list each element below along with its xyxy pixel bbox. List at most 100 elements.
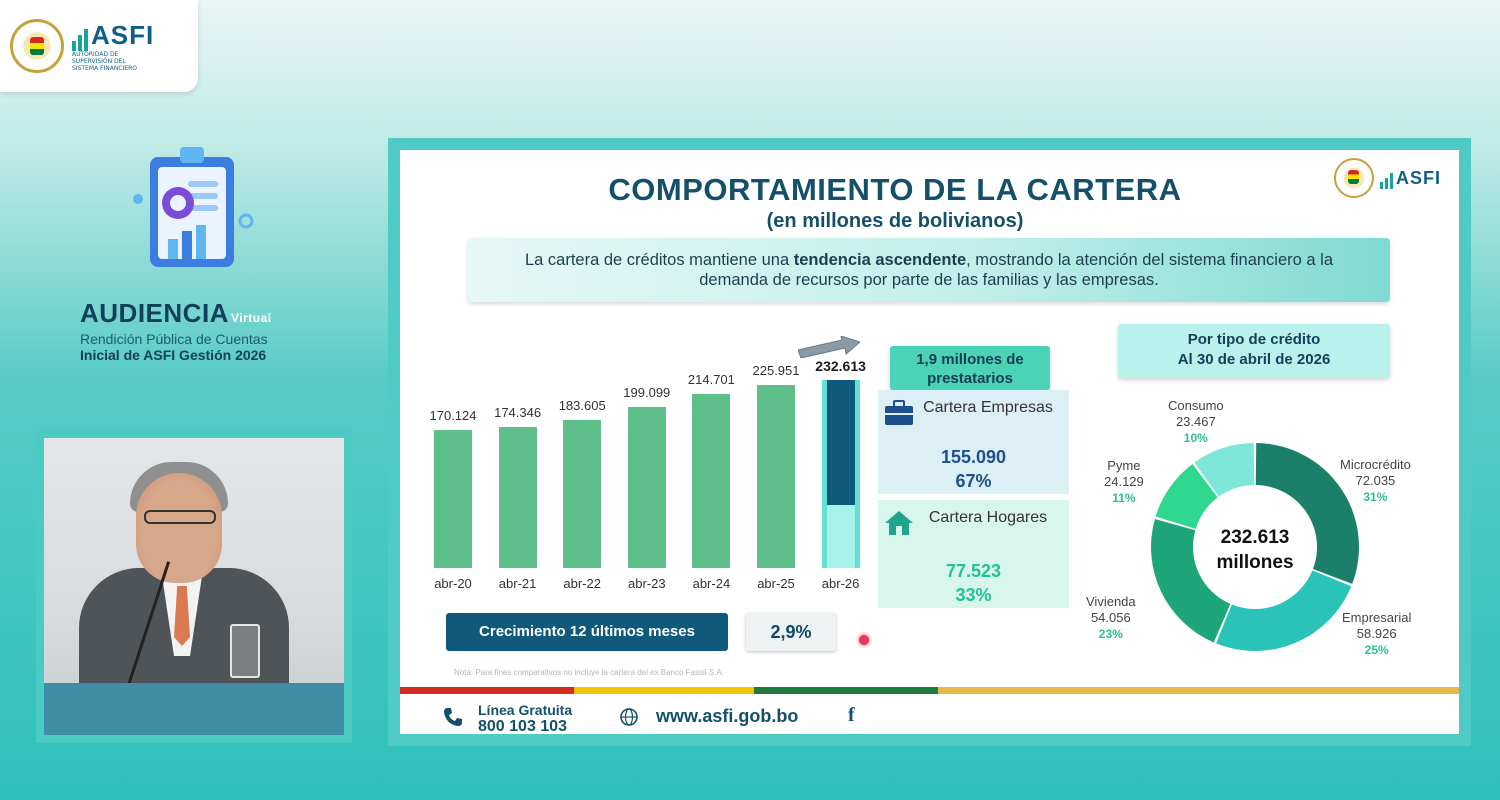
cartera-hogares-label: Cartera Hogares	[928, 509, 1048, 526]
bar-value-label: 225.951	[752, 363, 800, 379]
asfi-logo-card: ASFI AUTORIDAD DE SUPERVISIÓN DEL SISTEM…	[0, 0, 198, 92]
donut-label-name: Consumo	[1168, 398, 1224, 413]
donut-label-value: 24.129	[1104, 474, 1144, 489]
bar-value-label: 183.605	[558, 397, 606, 413]
donut-label-empresarial: Empresarial 58.926 25%	[1342, 610, 1411, 658]
cartera-empresas-value: 155.090	[940, 447, 1007, 467]
bar-abr-21	[498, 427, 537, 568]
bar-category-label: abr-25	[757, 576, 795, 591]
tipo-credito-donut: 232.613 millones	[1151, 443, 1359, 651]
banner-text-1: La cartera de créditos mantiene una	[524, 251, 794, 269]
cartera-empresas-label: Cartera Empresas	[923, 399, 1053, 416]
audiencia-line1: Rendición Pública de Cuentas	[80, 331, 268, 347]
house-icon	[885, 511, 913, 535]
clipboard-chart-icon	[133, 147, 254, 267]
donut-label-name: Microcrédito	[1340, 457, 1411, 472]
prestatarios-badge: 1,9 millones de prestatarios	[890, 346, 1050, 390]
bar-abr-25	[757, 385, 795, 568]
bolivia-seal-icon	[10, 19, 64, 73]
bar-value-label: 214.701	[687, 372, 735, 388]
slide: COMPORTAMIENTO DE LA CARTERA (en millone…	[400, 150, 1459, 734]
asfi-logo-text: ASFI	[91, 20, 155, 50]
donut-slice-vivienda	[1151, 518, 1231, 643]
water-glass	[230, 624, 260, 678]
cartera-hogares-value: 77.523	[945, 561, 1002, 581]
speaker-tie	[174, 586, 190, 646]
donut-label-value: 23.467	[1175, 414, 1216, 429]
donut-slice-consumo	[1194, 443, 1255, 497]
bar-value-label: 199.099	[623, 385, 671, 401]
audiencia-title-block: AUDIENCIA Virtual Rendición Pública de Cu…	[80, 298, 320, 363]
bar-abr-23	[627, 407, 666, 568]
speaker-head	[136, 473, 222, 583]
bar-value-label: 232.613	[815, 357, 866, 374]
bar-category-label: abr-20	[434, 576, 472, 591]
asfi-logo: ASFI AUTORIDAD DE SUPERVISIÓN DEL SISTEM…	[72, 20, 154, 72]
globe-icon	[620, 708, 638, 726]
cartera-empresas-box: Cartera Empresas 155.090 67%	[878, 390, 1069, 494]
growth-value: 2,9%	[746, 613, 836, 651]
donut-label-value: 72.035	[1355, 473, 1396, 488]
donut-label-value: 54.056	[1090, 610, 1131, 625]
desk	[44, 683, 344, 735]
donut-label-consumo: Consumo 23.467 10%	[1168, 398, 1224, 446]
donut-label-pct: 31%	[1363, 490, 1388, 504]
tipo-credito-line1: Por tipo de crédito	[1187, 331, 1321, 348]
speaker-video-feed	[44, 438, 344, 735]
banner-text-2: , mostrando la atención del sistema fina…	[699, 251, 1334, 289]
cartera-bar-chart: 170.124 abr-20 174.346 abr-21 183.605 abr-22 1…	[420, 328, 890, 598]
tipo-credito-header: Por tipo de crédito Al 30 de abril de 20…	[1118, 324, 1390, 378]
donut-label-name: Pyme	[1107, 458, 1141, 473]
footnote: Nota: Para fines comparativos no incluye…	[454, 668, 724, 677]
cartera-hogares-pct: 33%	[955, 585, 992, 605]
donut-label-name: Empresarial	[1342, 610, 1412, 625]
slide-footer: Línea Gratuita 800 103 103 www.asfi.gob.…	[400, 698, 1459, 734]
donut-slice-microcrédito	[1255, 443, 1359, 584]
audiencia-title: AUDIENCIA	[80, 298, 229, 328]
bar-abr-20	[434, 430, 472, 568]
bar-segment-empresas	[826, 379, 855, 506]
phone-number[interactable]: 800 103 103	[478, 718, 567, 734]
donut-label-pct: 25%	[1364, 643, 1389, 657]
slide-title: COMPORTAMIENTO DE LA CARTERA	[608, 172, 1182, 207]
bar-category-label: abr-22	[563, 576, 601, 591]
bar-abr-26	[821, 379, 860, 568]
donut-label-vivienda: Vivienda 54.056 23%	[1086, 594, 1136, 642]
slide-logo-text: ASFI	[1395, 167, 1441, 188]
bar-category-label: abr-21	[498, 576, 537, 591]
trend-arrow-icon	[798, 336, 860, 358]
bar-category-label: abr-26	[821, 576, 860, 591]
donut-center-unit: millones	[1216, 552, 1293, 573]
bar-value-label: 174.346	[494, 405, 542, 421]
growth-label: Crecimiento 12 últimos meses	[446, 613, 728, 651]
pointer-dot	[859, 635, 869, 645]
audiencia-line2: Inicial de ASFI Gestión 2026	[80, 347, 267, 363]
bar-segment-hogares	[826, 505, 855, 568]
linea-gratuita-label: Línea Gratuita	[478, 702, 573, 718]
slide-logo: ASFI	[1333, 158, 1441, 198]
bolivia-seal-icon	[1333, 158, 1374, 198]
virtual-tag: Virtual	[230, 311, 272, 325]
phone-icon	[444, 708, 462, 726]
tipo-credito-line2: Al 30 de abril de 2026	[1177, 351, 1331, 368]
briefcase-icon	[885, 400, 913, 425]
donut-label-pyme: Pyme 24.129 11%	[1104, 458, 1144, 506]
donut-slice-empresarial	[1216, 570, 1352, 651]
summary-banner: La cartera de créditos mantiene una tend…	[468, 238, 1390, 302]
color-stripe	[400, 687, 1459, 694]
facebook-icon[interactable]: f	[848, 704, 855, 726]
cartera-empresas-pct: 67%	[955, 471, 992, 491]
speaker-video	[36, 430, 352, 743]
asfi-bars-icon	[1379, 172, 1393, 189]
donut-label-pct: 10%	[1183, 431, 1208, 445]
donut-label-name: Vivienda	[1086, 594, 1136, 609]
bar-category-label: abr-24	[692, 576, 731, 591]
donut-slice-pyme	[1155, 463, 1218, 529]
website-link[interactable]: www.asfi.gob.bo	[656, 706, 799, 726]
asfi-logo-subtitle: AUTORIDAD DE SUPERVISIÓN DEL SISTEMA FIN…	[72, 51, 137, 72]
bar-value-label: 170.124	[429, 408, 477, 424]
bar-abr-22	[563, 419, 602, 568]
donut-label-pct: 11%	[1112, 491, 1136, 505]
bar-category-label: abr-23	[628, 576, 666, 591]
speaker-glasses	[144, 510, 216, 524]
